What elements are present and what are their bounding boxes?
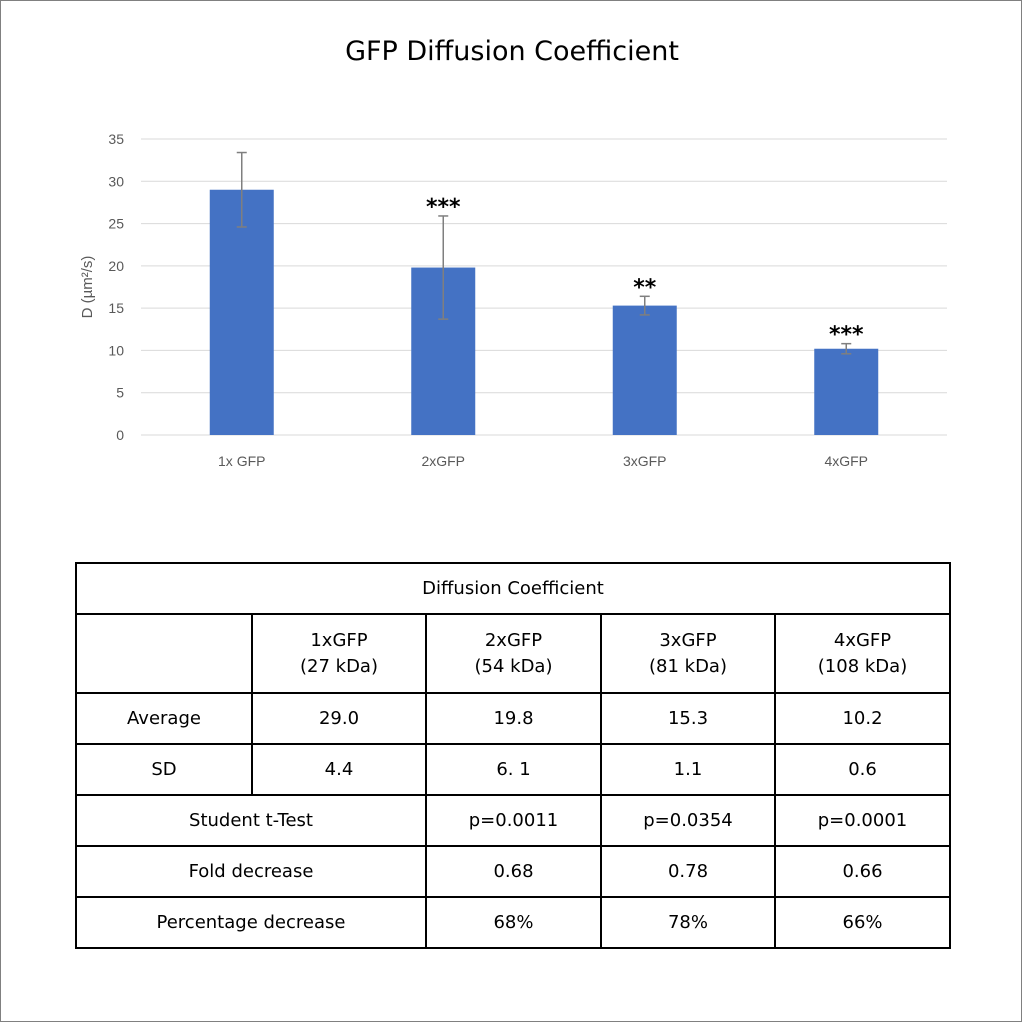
table-cell: 66% — [773, 896, 952, 949]
significance-label: ** — [633, 275, 657, 300]
y-tick-label: 35 — [108, 131, 124, 147]
table-cell: p=0.0001 — [773, 794, 952, 847]
table-cell: 78% — [600, 896, 776, 949]
table-title: Diffusion Coefficient — [74, 562, 952, 615]
table-cell: p=0.0011 — [425, 794, 602, 847]
table-cell: 1.1 — [600, 743, 776, 796]
table-cell: 29.0 — [251, 692, 427, 745]
y-axis-label: D (µm²/s) — [79, 256, 96, 319]
table-cell: 68% — [425, 896, 602, 949]
significance-label: *** — [426, 195, 461, 220]
row-label: Average — [75, 692, 253, 745]
y-tick-label: 15 — [108, 300, 124, 316]
significance-label: *** — [829, 323, 864, 348]
chart-title: GFP Diffusion Coefficient — [345, 36, 679, 67]
row-label: Student t-Test — [75, 794, 427, 847]
table-cell: 4.4 — [251, 743, 427, 796]
header-empty-cell — [75, 613, 253, 694]
table-cell: 0.6 — [773, 743, 952, 796]
table-header-row: 1xGFP (27 kDa) 2xGFP (54 kDa) 3xGFP (81 kDa… — [75, 613, 952, 694]
y-tick-label: 0 — [116, 427, 124, 443]
table-cell: p=0.0354 — [600, 794, 776, 847]
row-label: SD — [75, 743, 253, 796]
table-row-fold: Fold decrease 0.68 0.78 0.66 — [75, 845, 952, 898]
table-cell: 10.2 — [773, 692, 952, 745]
y-tick-label: 30 — [108, 173, 124, 189]
table-row-sd: SD 4.4 6. 1 1.1 0.6 — [75, 743, 952, 796]
table-row-ttest: Student t-Test p=0.0011 p=0.0354 p=0.000… — [75, 794, 952, 847]
y-tick-label: 5 — [116, 385, 124, 401]
table-cell: 0.66 — [773, 845, 952, 898]
header-cell: 3xGFP (81 kDa) — [600, 613, 776, 694]
table-cell: 0.68 — [425, 845, 602, 898]
row-label: Percentage decrease — [75, 896, 427, 949]
table-row-percent: Percentage decrease 68% 78% 66% — [75, 896, 952, 949]
bar — [612, 305, 677, 435]
x-tick-label: 4xGFP — [824, 453, 868, 469]
table-cell: 19.8 — [425, 692, 602, 745]
y-tick-label: 10 — [108, 342, 124, 358]
x-tick-label: 3xGFP — [623, 453, 667, 469]
y-tick-label: 20 — [108, 258, 124, 274]
bar — [209, 189, 274, 435]
bar — [814, 348, 879, 435]
header-cell: 4xGFP (108 kDa) — [773, 613, 952, 694]
y-tick-label: 25 — [108, 216, 124, 232]
diffusion-table: Diffusion Coefficient 1xGFP (27 kDa) 2xGF… — [74, 562, 952, 949]
bar-chart: 0 5 10 15 20 25 30 35 D (µm²/s) 1x GFP *** 2xGFP ** 3… — [79, 131, 947, 469]
table-cell: 6. 1 — [425, 743, 602, 796]
row-label: Fold decrease — [75, 845, 427, 898]
header-cell: 2xGFP (54 kDa) — [425, 613, 602, 694]
table-row-average: Average 29.0 19.8 15.3 10.2 — [75, 692, 952, 745]
header-cell: 1xGFP (27 kDa) — [251, 613, 427, 694]
x-tick-label: 1x GFP — [218, 453, 265, 469]
table-cell: 0.78 — [600, 845, 776, 898]
x-tick-label: 2xGFP — [421, 453, 465, 469]
table-cell: 15.3 — [600, 692, 776, 745]
